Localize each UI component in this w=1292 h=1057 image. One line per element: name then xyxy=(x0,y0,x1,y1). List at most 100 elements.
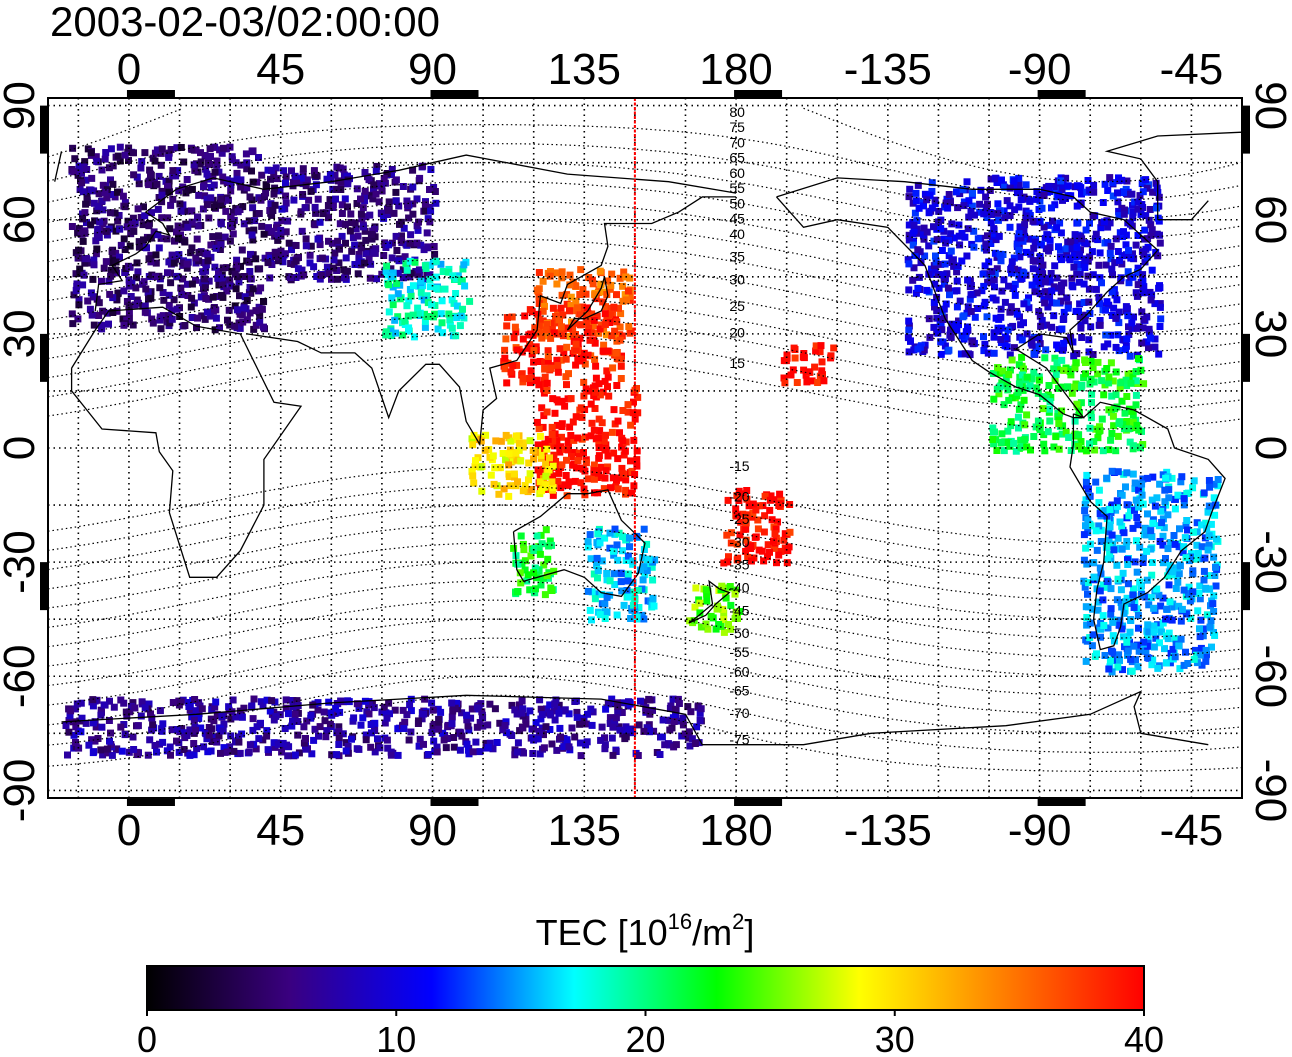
tec-sample xyxy=(1006,442,1014,450)
tec-sample xyxy=(609,751,617,759)
latitude-label: -90 xyxy=(1246,759,1292,823)
tec-sample xyxy=(1096,564,1104,572)
tec-sample xyxy=(355,251,363,258)
tec-sample xyxy=(1105,373,1113,381)
tec-sample xyxy=(440,736,448,744)
tec-sample xyxy=(622,490,629,498)
tec-sample xyxy=(1068,245,1076,253)
tec-sample xyxy=(585,324,593,332)
tec-sample xyxy=(100,264,108,272)
tec-sample xyxy=(1032,283,1040,291)
tec-sample xyxy=(348,247,356,255)
tec-sample xyxy=(1064,304,1072,312)
tec-sample xyxy=(1150,628,1158,636)
tec-sample xyxy=(249,236,257,244)
tec-sample xyxy=(931,266,939,274)
tec-sample xyxy=(137,712,145,720)
tec-sample xyxy=(141,308,149,316)
tec-sample xyxy=(256,312,264,320)
tec-sample xyxy=(188,207,195,215)
tec-sample xyxy=(912,197,920,205)
tec-sample xyxy=(252,255,260,263)
tec-sample xyxy=(465,750,473,758)
tec-sample xyxy=(1156,323,1164,330)
frame-tick xyxy=(126,798,175,806)
tec-sample xyxy=(191,696,199,703)
tec-sample xyxy=(1171,635,1179,643)
tec-sample xyxy=(1114,663,1122,671)
tec-sample xyxy=(249,204,257,212)
tec-sample xyxy=(115,212,123,219)
tec-sample xyxy=(299,165,307,173)
tec-sample xyxy=(137,164,145,172)
tec-sample xyxy=(258,171,266,179)
tec-sample xyxy=(452,275,460,283)
tec-sample xyxy=(336,245,343,253)
tec-sample xyxy=(590,336,598,344)
magnetic-contour xyxy=(47,238,1243,316)
tec-sample xyxy=(1063,294,1071,302)
tec-sample xyxy=(1182,648,1189,656)
tec-sample xyxy=(107,272,115,280)
tec-sample xyxy=(141,302,149,310)
tec-sample xyxy=(326,709,334,717)
tec-sample xyxy=(633,447,641,455)
tec-sample xyxy=(610,551,618,559)
tec-sample xyxy=(1205,502,1213,510)
tec-sample xyxy=(562,355,570,363)
tec-sample xyxy=(501,365,509,373)
tec-sample xyxy=(1089,631,1097,639)
tec-sample xyxy=(1035,308,1043,316)
tec-sample xyxy=(602,446,610,454)
tec-sample xyxy=(1197,644,1205,652)
tec-sample xyxy=(185,699,193,706)
tec-sample xyxy=(1144,642,1152,650)
tec-sample xyxy=(396,220,403,228)
tec-sample xyxy=(1095,486,1103,494)
tec-sample xyxy=(1213,535,1220,543)
tec-sample xyxy=(1147,594,1155,602)
tec-sample xyxy=(994,216,1002,224)
tec-sample xyxy=(1041,234,1049,242)
tec-sample xyxy=(86,259,94,267)
tec-sample xyxy=(502,359,510,367)
tec-sample xyxy=(205,214,213,222)
tec-sample xyxy=(135,180,143,188)
tec-sample xyxy=(448,720,456,728)
tec-sample xyxy=(1010,285,1018,292)
tec-sample xyxy=(1032,384,1040,392)
tec-sample xyxy=(459,305,466,313)
tec-sample xyxy=(970,227,978,235)
tec-sample xyxy=(1029,257,1037,265)
tec-sample xyxy=(1018,353,1026,361)
tec-sample xyxy=(219,280,226,288)
tec-sample xyxy=(638,611,646,619)
tec-sample xyxy=(519,487,527,495)
tec-sample xyxy=(1128,190,1136,198)
tec-sample xyxy=(257,698,265,706)
tec-sample xyxy=(1190,477,1198,485)
tec-sample xyxy=(182,189,190,197)
tec-sample xyxy=(1087,375,1095,383)
tec-sample xyxy=(742,525,750,533)
tec-sample xyxy=(1107,359,1115,367)
tec-sample xyxy=(192,146,200,154)
tec-sample xyxy=(1045,405,1053,413)
tec-sample xyxy=(285,239,293,247)
latitude-label: -60 xyxy=(1246,645,1292,709)
tec-sample xyxy=(1125,323,1132,331)
tec-sample xyxy=(163,747,171,755)
tec-sample xyxy=(105,320,112,328)
tec-sample xyxy=(977,186,985,194)
tec-sample xyxy=(598,590,606,598)
tec-sample xyxy=(478,487,486,495)
tec-sample xyxy=(567,293,575,301)
tec-sample xyxy=(1048,323,1056,331)
tec-sample xyxy=(1196,582,1204,590)
tec-sample xyxy=(431,188,439,195)
tec-sample xyxy=(1081,264,1089,271)
tec-sample xyxy=(1104,239,1112,247)
tec-sample xyxy=(1113,497,1121,505)
tec-sample xyxy=(1200,489,1208,497)
tec-sample xyxy=(391,316,399,324)
